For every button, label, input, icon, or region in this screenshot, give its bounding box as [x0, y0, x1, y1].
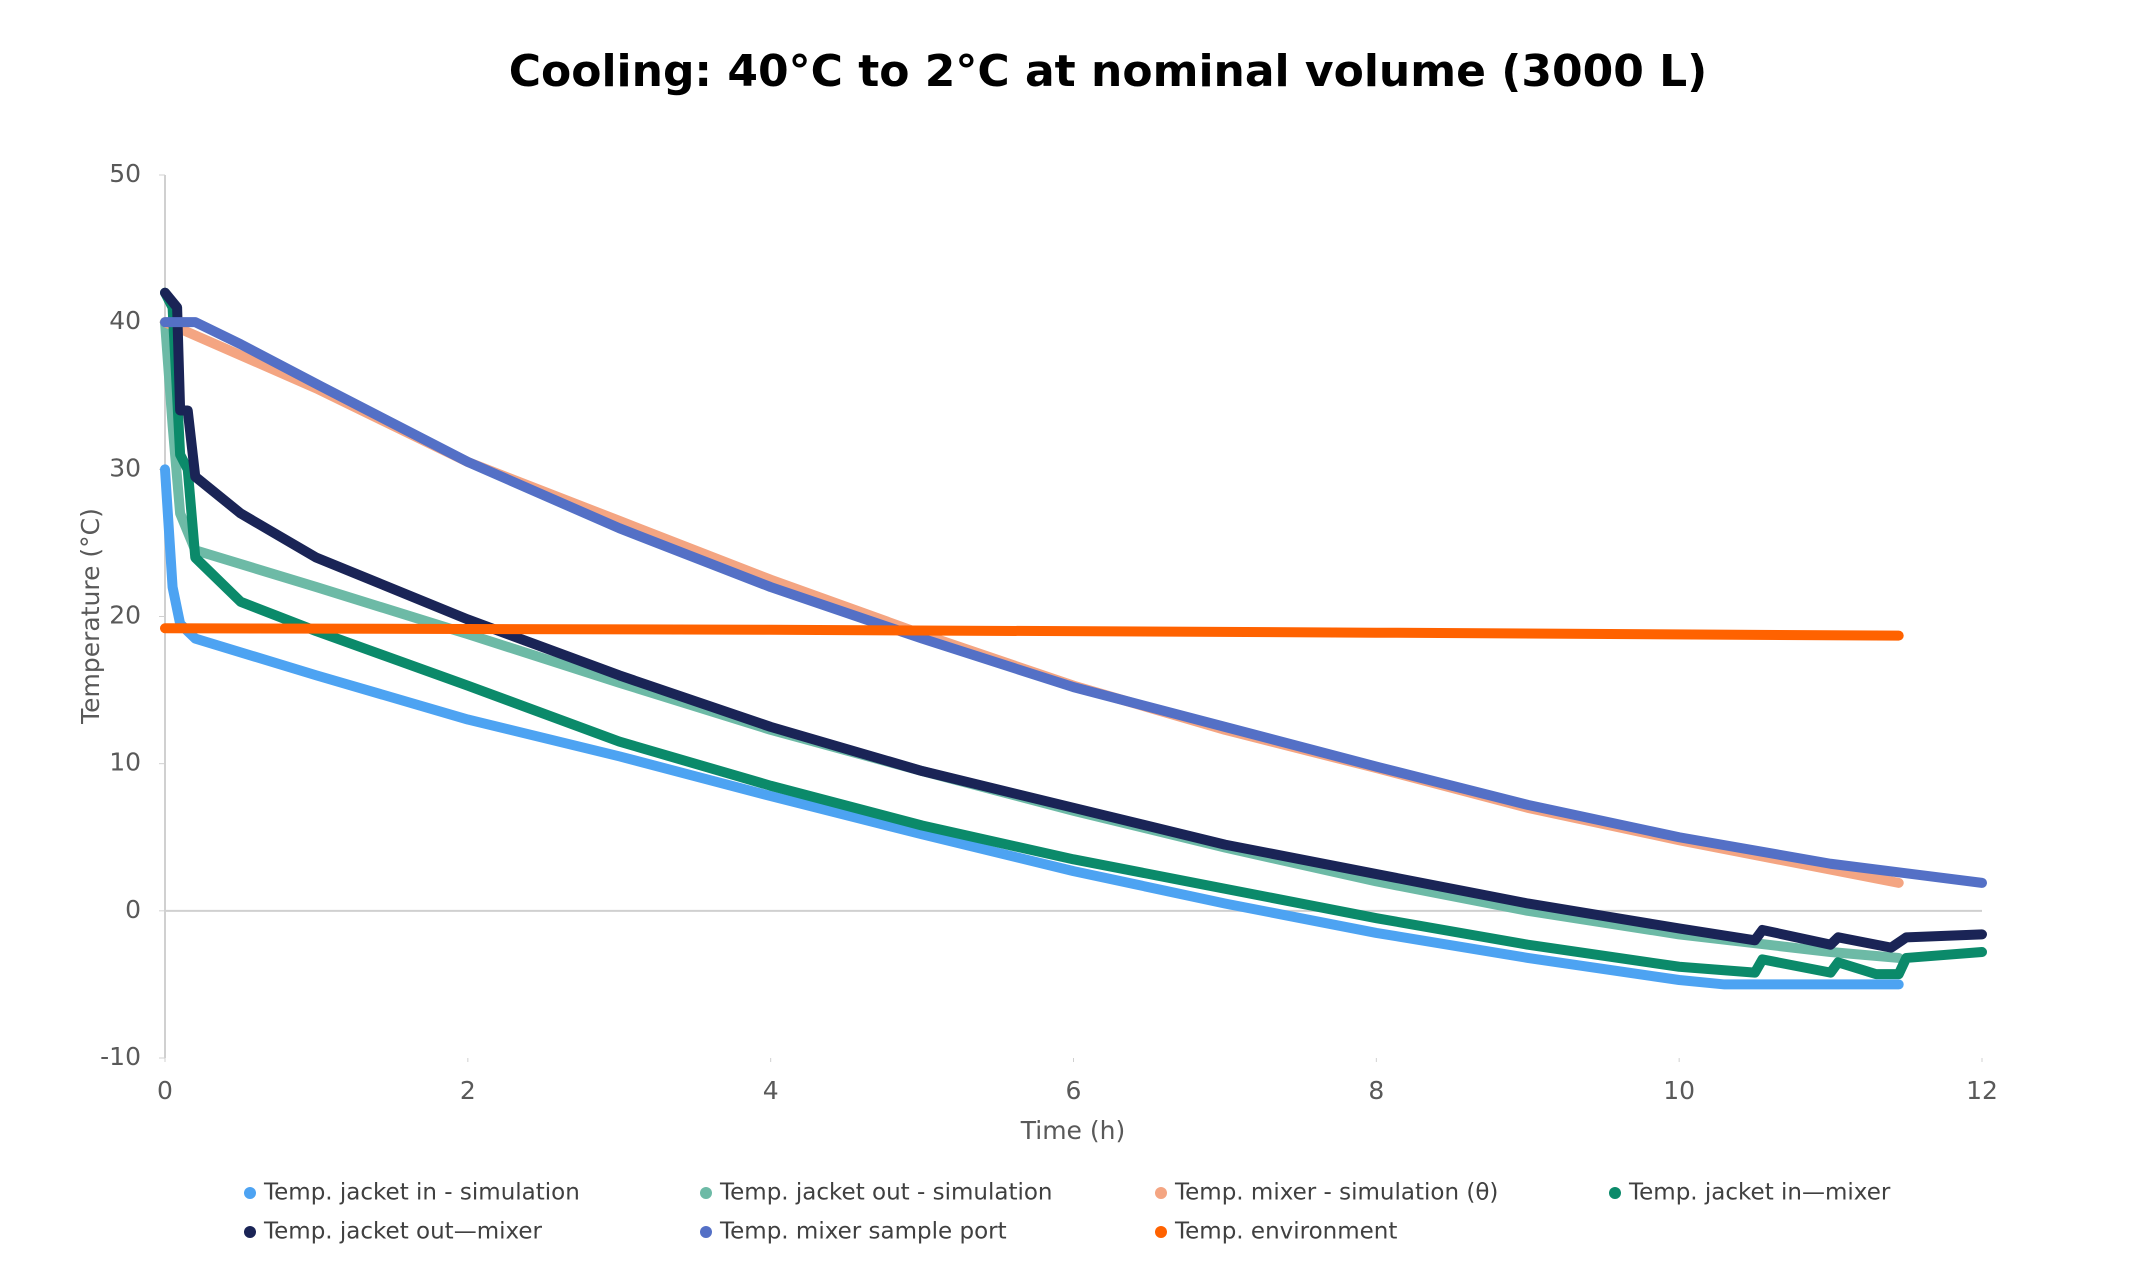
- legend-marker: [1155, 1226, 1167, 1238]
- series-line: [160, 317, 1987, 888]
- legend-marker: [1609, 1187, 1621, 1199]
- x-tick-label: 8: [1368, 1076, 1384, 1105]
- legend-marker: [244, 1187, 256, 1199]
- series-line: [160, 287, 1987, 980]
- legend-marker: [244, 1226, 256, 1238]
- series-line: [160, 287, 1987, 953]
- legend-label: Temp. mixer sample port: [719, 1219, 1007, 1245]
- legend-label: Temp. mixer - simulation (θ): [1174, 1180, 1498, 1206]
- x-tick-label: 0: [157, 1076, 173, 1105]
- legend-label: Temp. jacket in—mixer: [1628, 1180, 1891, 1206]
- legend-label: Temp. environment: [1174, 1219, 1397, 1245]
- series-line: [160, 464, 1904, 990]
- x-tick-label: 12: [1966, 1076, 1998, 1105]
- y-tick-label: 20: [109, 601, 141, 630]
- y-tick-label: 30: [109, 453, 141, 482]
- y-tick-label: 40: [109, 306, 141, 335]
- series-line: [160, 623, 1904, 641]
- x-tick-label: 2: [460, 1076, 476, 1105]
- legend-label: Temp. jacket out - simulation: [719, 1180, 1053, 1206]
- x-tick-label: 6: [1066, 1076, 1082, 1105]
- chart-title: Cooling: 40°C to 2°C at nominal volume (…: [509, 46, 1708, 97]
- legend-marker: [700, 1226, 712, 1238]
- x-axis-label: Time (h): [1020, 1116, 1125, 1145]
- y-tick-label: -10: [100, 1042, 141, 1071]
- y-tick-label: 0: [125, 895, 141, 924]
- y-tick-label: 10: [109, 748, 141, 777]
- legend-marker: [1155, 1187, 1167, 1199]
- y-tick-label: 50: [109, 159, 141, 188]
- legend-label: Temp. jacket out—mixer: [263, 1219, 543, 1245]
- legend-label: Temp. jacket in - simulation: [263, 1180, 580, 1206]
- y-axis-label: Temperature (°C): [76, 508, 105, 725]
- legend-marker: [700, 1187, 712, 1199]
- x-tick-label: 10: [1663, 1076, 1695, 1105]
- x-tick-label: 4: [763, 1076, 779, 1105]
